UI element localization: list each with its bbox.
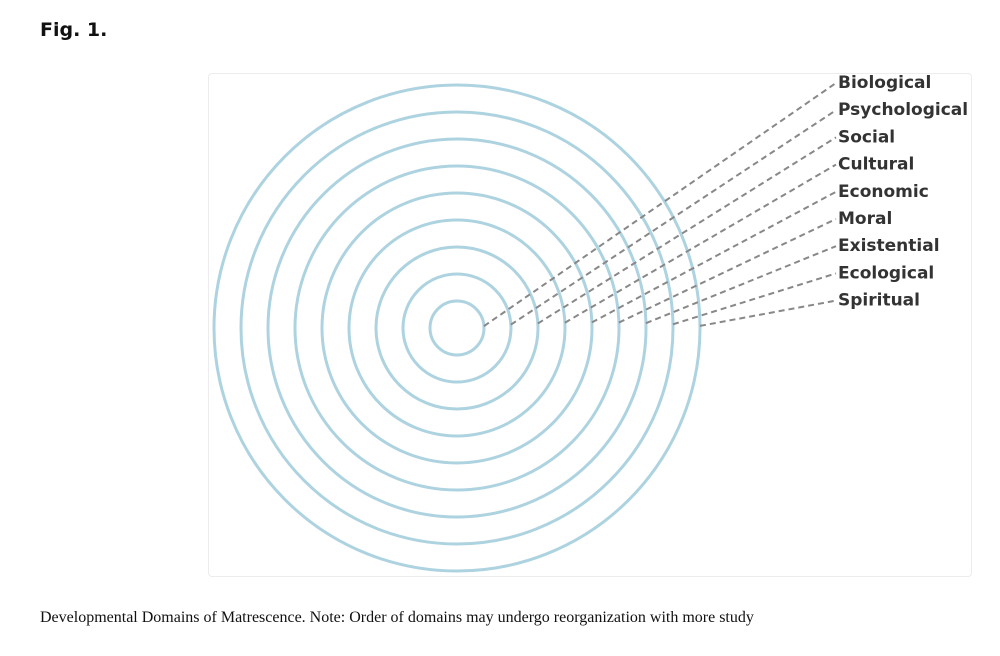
domain-ring xyxy=(212,83,702,573)
domain-ring xyxy=(347,218,567,438)
figure-caption: Developmental Domains of Matrescence. No… xyxy=(40,609,754,626)
domain-label: Ecological xyxy=(838,263,934,283)
figure-frame xyxy=(208,73,972,577)
leader-line xyxy=(510,109,837,326)
leader-line xyxy=(672,272,837,326)
domain-label: Existential xyxy=(838,236,940,256)
domain-label: Biological xyxy=(838,73,931,93)
leader-line xyxy=(591,190,837,324)
leader-line xyxy=(537,136,837,325)
leader-line xyxy=(483,82,837,327)
leader-line xyxy=(699,299,837,327)
leader-line xyxy=(645,245,837,325)
domain-ring xyxy=(266,137,648,519)
figure-label: Fig. 1. xyxy=(40,19,108,41)
domain-label: Psychological xyxy=(838,100,968,120)
leader-line xyxy=(564,163,837,324)
domain-label: Spiritual xyxy=(838,291,920,311)
leader-line xyxy=(618,218,837,324)
domain-ring xyxy=(428,299,486,357)
domain-ring xyxy=(320,191,594,465)
domain-ring xyxy=(374,245,540,411)
domain-ring xyxy=(293,164,621,492)
domain-label: Moral xyxy=(838,209,892,229)
domain-label: Social xyxy=(838,127,895,147)
domain-label: Economic xyxy=(838,182,929,202)
domain-ring xyxy=(239,110,675,546)
domain-ring xyxy=(401,272,513,384)
domain-label: Cultural xyxy=(838,155,914,175)
